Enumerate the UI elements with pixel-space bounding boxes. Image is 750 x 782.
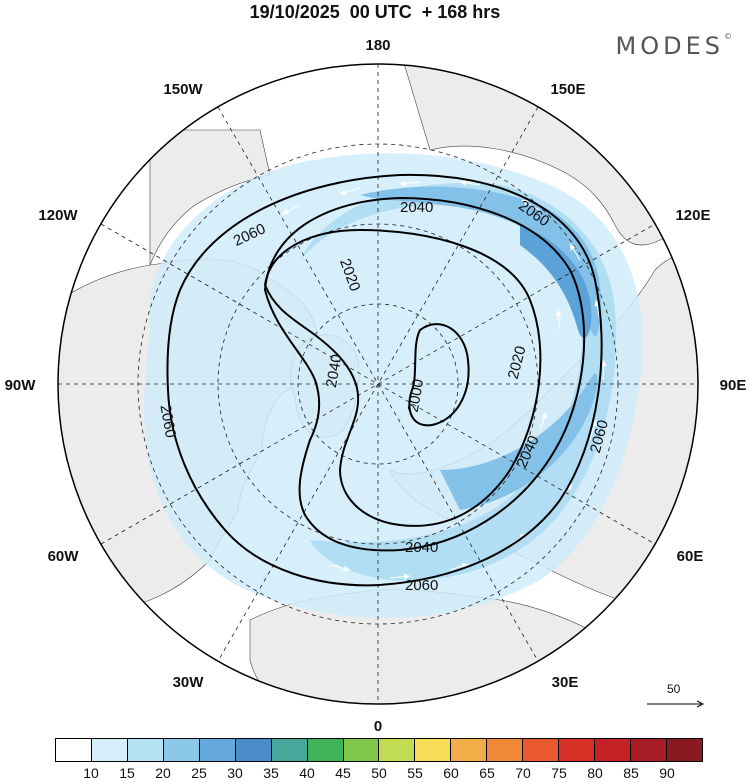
colorbar-swatch [487,739,524,761]
brand-logo: MODES© [616,32,732,60]
colorbar-tick-label: 70 [515,765,531,781]
contour-label: 2060 [405,577,438,594]
chart-title: 19/10/2025 00 UTC + 168 hrs [249,2,501,22]
colorbar-swatch [91,739,128,761]
colorbar-tick-label: 10 [83,765,99,781]
colorbar [55,738,703,762]
contours [166,173,603,587]
colorbar-swatch [343,739,380,761]
colorbar-swatch [451,739,488,761]
colorbar-swatch [271,739,308,761]
lon-label-60e: 60E [677,548,704,565]
brand-copyright: © [724,32,732,41]
wind-reference: 50 [645,682,715,712]
colorbar-tick-label: 25 [191,765,207,781]
colorbar-ticks: 10 15 20 25 30 35 40 45 50 55 60 65 70 75 80 85 90 [55,765,703,781]
map-disc: 2060 2040 2060 2020 2040 2060 2000 2020 … [58,64,698,704]
colorbar-swatch [235,739,272,761]
colorbar-tick-label: 30 [227,765,243,781]
lon-label-150e: 150E [550,81,585,98]
colorbar-tick-label: 20 [155,765,171,781]
colorbar-tick-label: 15 [119,765,135,781]
brand-name: MODES [615,32,724,60]
contour-label: 2040 [323,353,346,389]
colorbar-swatch [666,739,702,761]
lon-label-60w: 60W [48,548,80,565]
colorbar-tick-label: 40 [299,765,315,781]
lon-label-90e: 90E [720,377,747,394]
colorbar-tick-label: 45 [335,765,351,781]
colorbar-swatch [559,739,596,761]
map-border [57,63,699,705]
colorbar-swatch [595,739,631,761]
colorbar-tick-label: 85 [623,765,639,781]
wind-shading [144,153,643,618]
colorbar-swatch [307,739,344,761]
colorbar-tick-label: 60 [443,765,459,781]
colorbar-tick-label: 65 [479,765,495,781]
longitude-labels: 180 150E 120E 90E 60E 30E 0 30W 60W 90W … [5,37,747,735]
colorbar-tick-label: 55 [407,765,423,781]
colorbar-tick-label: 80 [587,765,603,781]
colorbar-tick-label: 75 [551,765,567,781]
colorbar-swatch [56,739,92,761]
colorbar-tick-label: 90 [659,765,675,781]
contour-label: 2000 [405,378,428,414]
graticule [58,64,698,704]
colorbar-swatch [523,739,560,761]
colorbar-swatch [199,739,236,761]
lon-label-0: 0 [374,718,382,735]
contour-label: 2040 [400,199,433,216]
contour-label: 2060 [156,403,179,439]
lon-label-120w: 120W [38,207,78,224]
colorbar-swatch [379,739,416,761]
colorbar-swatch [415,739,452,761]
colorbar-tick-label: 35 [263,765,279,781]
colorbar-swatch [631,739,667,761]
colorbar-swatch [127,739,164,761]
lon-label-150w: 150W [163,81,203,98]
lon-label-120e: 120E [675,207,710,224]
lon-label-30w: 30W [173,674,205,691]
colorbar-swatch [163,739,200,761]
wind-reference-label: 50 [667,682,681,696]
colorbar-tick-label: 50 [371,765,387,781]
lon-label-30e: 30E [552,674,579,691]
wind-reference-arrow-icon [647,700,705,708]
lon-label-180: 180 [365,37,390,54]
contour-label: 2040 [405,539,438,556]
lon-label-90w: 90W [5,377,37,394]
